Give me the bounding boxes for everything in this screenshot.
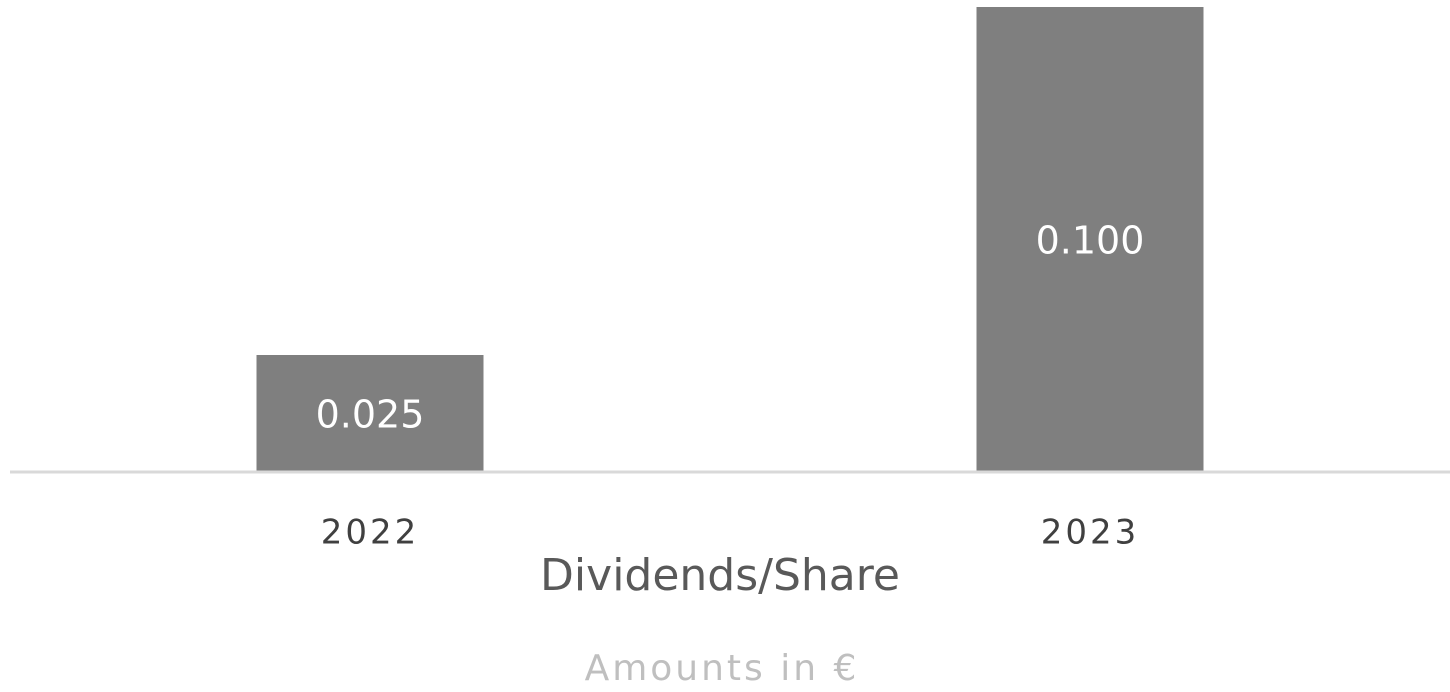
chart-title: Dividends/Share bbox=[540, 550, 900, 601]
x-tick-label: 2022 bbox=[321, 513, 420, 553]
x-tick-label: 2023 bbox=[1041, 513, 1140, 553]
bar bbox=[256, 355, 484, 471]
value-label: 0.025 bbox=[316, 393, 425, 437]
bar bbox=[976, 7, 1204, 471]
chart-subtitle: Amounts in € bbox=[585, 648, 860, 689]
value-label: 0.100 bbox=[1036, 219, 1145, 263]
